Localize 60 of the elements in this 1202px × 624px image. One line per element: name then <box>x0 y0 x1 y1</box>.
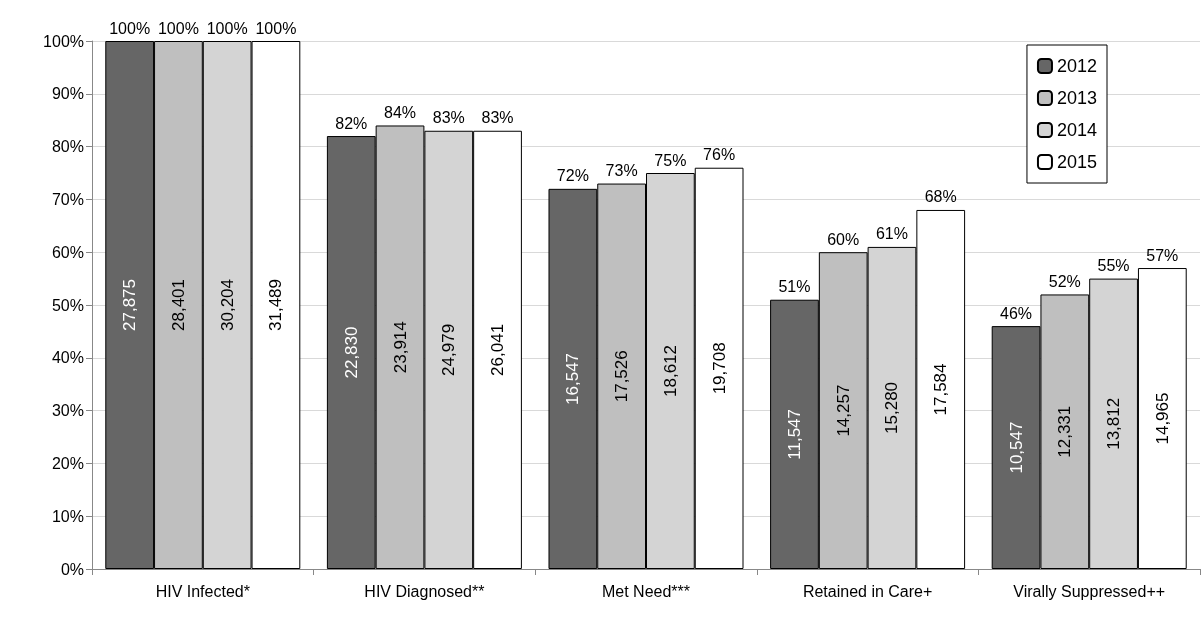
data-label: 83% <box>481 109 514 127</box>
data-label: 100% <box>255 19 297 37</box>
data-label: 82% <box>335 114 368 132</box>
data-label: 57% <box>1146 246 1179 264</box>
legend-label: 2014 <box>1056 120 1097 140</box>
y-tick-label: 0% <box>60 560 84 578</box>
data-label: 73% <box>605 162 638 180</box>
annotation: 10,547 <box>1006 421 1026 474</box>
annotation: 17,526 <box>612 350 632 403</box>
y-tick-label: 20% <box>51 454 84 472</box>
annotation: 15,280 <box>882 381 902 434</box>
x-tick-label: Virally Suppressed++ <box>1013 582 1166 600</box>
x-tick-label: HIV Infected* <box>155 582 250 600</box>
annotation: 24,979 <box>439 323 459 376</box>
y-tick-label: 90% <box>51 85 84 103</box>
data-label: 61% <box>875 225 908 243</box>
annotation: 19,708 <box>709 342 729 395</box>
annotation: 26,041 <box>488 323 508 376</box>
annotation: 14,257 <box>833 384 853 437</box>
annotation: 27,875 <box>120 279 140 331</box>
data-label: 72% <box>556 167 589 185</box>
x-tick-label: HIV Diagnosed** <box>364 582 485 600</box>
y-tick-label: 40% <box>51 349 84 367</box>
annotation: 22,830 <box>341 326 361 379</box>
data-label: 60% <box>827 230 860 248</box>
data-label: 55% <box>1097 257 1130 275</box>
legend-label: 2013 <box>1056 88 1097 108</box>
data-label: 75% <box>654 151 687 169</box>
annotation: 12,331 <box>1055 405 1075 458</box>
annotation: 13,812 <box>1104 397 1124 450</box>
data-label: 100% <box>157 19 199 37</box>
data-label: 68% <box>924 188 957 206</box>
data-label: 84% <box>384 103 417 121</box>
annotation: 17,584 <box>931 363 951 416</box>
annotation: 31,489 <box>266 279 286 331</box>
legend-label: 2012 <box>1056 56 1097 76</box>
y-tick-label: 100% <box>43 32 84 50</box>
annotation: 18,612 <box>660 345 680 397</box>
annotation: 11,547 <box>784 408 804 460</box>
legend-label: 2015 <box>1056 152 1097 172</box>
annotation: 16,547 <box>563 352 583 405</box>
y-tick-label: 70% <box>51 190 84 208</box>
annotation: 14,965 <box>1152 392 1172 445</box>
x-tick-label: Retained in Care+ <box>802 582 933 600</box>
data-label: 76% <box>703 146 736 164</box>
data-label: 100% <box>109 19 151 37</box>
data-label: 83% <box>432 109 465 127</box>
annotation: 30,204 <box>217 279 237 331</box>
data-label: 51% <box>778 278 811 296</box>
data-label: 100% <box>206 19 248 37</box>
annotation: 23,914 <box>390 321 410 374</box>
y-tick-label: 80% <box>51 138 84 156</box>
y-tick-label: 50% <box>51 296 84 314</box>
data-label: 46% <box>1000 304 1033 322</box>
y-tick-label: 60% <box>51 243 84 261</box>
data-label: 52% <box>1048 272 1081 290</box>
annotation: 28,401 <box>168 279 188 331</box>
y-tick-label: 30% <box>51 402 84 420</box>
x-tick-label: Met Need*** <box>601 582 691 600</box>
y-tick-label: 10% <box>51 507 84 525</box>
